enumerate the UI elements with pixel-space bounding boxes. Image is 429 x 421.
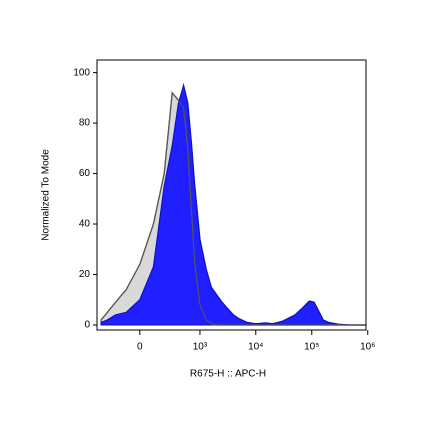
plot-frame bbox=[96, 59, 367, 331]
histogram-outline bbox=[100, 91, 366, 326]
x-tick-label: 10⁶ bbox=[360, 342, 375, 353]
x-tick-label: 10⁵ bbox=[304, 342, 319, 353]
y-tick-label: 100 bbox=[73, 67, 90, 78]
y-tick-label: 0 bbox=[84, 320, 90, 331]
histogram-area bbox=[100, 91, 366, 326]
y-tick-label: 40 bbox=[79, 219, 91, 230]
x-tick-label: 10³ bbox=[193, 342, 208, 353]
y-tick-label: 20 bbox=[79, 269, 91, 280]
y-tick-label: 80 bbox=[79, 118, 91, 129]
y-axis-label: Normalized To Mode bbox=[41, 149, 52, 241]
x-tick-label: 0 bbox=[137, 342, 143, 353]
x-axis-label: R675-H :: APC-H bbox=[190, 369, 266, 380]
x-tick-label: 10⁴ bbox=[248, 342, 263, 353]
histogram-area bbox=[100, 82, 366, 326]
y-tick-label: 60 bbox=[79, 168, 91, 179]
